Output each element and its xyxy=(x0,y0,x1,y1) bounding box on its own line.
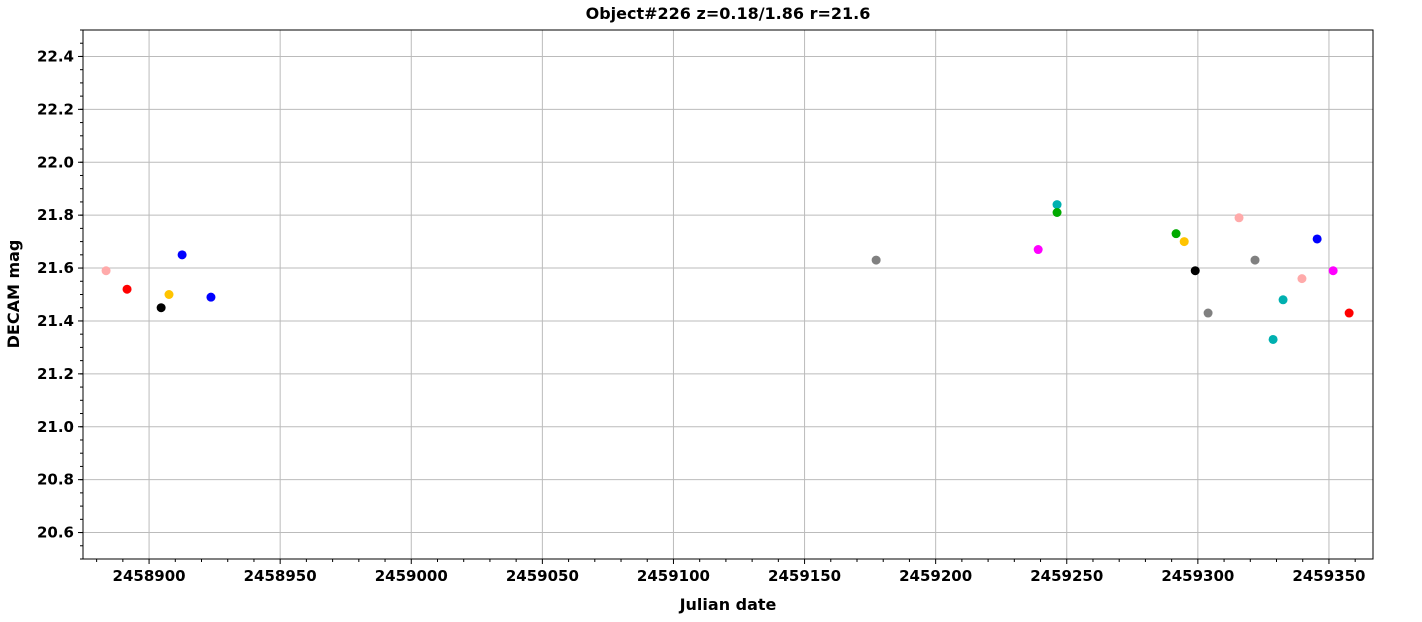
x-tick-label: 2459200 xyxy=(899,567,972,585)
data-point xyxy=(871,255,881,265)
y-tick-label: 21.4 xyxy=(37,312,74,330)
data-point xyxy=(1268,334,1278,344)
data-point xyxy=(101,266,111,276)
data-point xyxy=(1052,200,1062,210)
y-tick-label: 20.6 xyxy=(37,524,74,542)
y-tick-label: 21.6 xyxy=(37,259,74,277)
plot-frame xyxy=(82,29,1374,560)
x-tick-label: 2458950 xyxy=(244,567,317,585)
data-point xyxy=(164,290,174,299)
data-point xyxy=(122,284,132,294)
data-point xyxy=(1203,308,1213,318)
data-point xyxy=(1033,245,1043,255)
data-points xyxy=(101,200,1354,344)
data-point xyxy=(1250,255,1260,265)
x-tick-label: 2459050 xyxy=(506,567,579,585)
data-point xyxy=(1052,208,1062,218)
data-point xyxy=(156,303,166,313)
data-point xyxy=(1190,266,1200,276)
y-tick-label: 21.8 xyxy=(37,206,74,224)
x-axis-label: Julian date xyxy=(679,595,777,614)
x-tick-label: 2459350 xyxy=(1292,567,1365,585)
y-tick-label: 22.0 xyxy=(37,153,74,171)
data-point xyxy=(1234,213,1244,223)
y-tick-label: 21.0 xyxy=(37,418,74,436)
data-point xyxy=(1278,295,1288,305)
x-tick-label: 2459150 xyxy=(768,567,841,585)
x-tick-label: 2459100 xyxy=(637,567,710,585)
y-tick-label: 22.4 xyxy=(37,47,74,65)
data-point xyxy=(206,292,216,302)
axis-ticks: 2458900 2458950 2459000 2459050 2459100 24591… xyxy=(37,29,1365,585)
y-tick-label: 20.8 xyxy=(37,471,74,489)
x-tick-label: 2459300 xyxy=(1161,567,1234,585)
data-point xyxy=(1179,237,1189,247)
data-point xyxy=(1171,229,1181,239)
y-axis-label: DECAM mag xyxy=(4,240,23,349)
chart-title: Object#226 z=0.18/1.86 r=21.6 xyxy=(586,4,871,23)
x-tick-label: 2459250 xyxy=(1030,567,1103,585)
x-tick-label: 2459000 xyxy=(375,567,448,585)
data-point xyxy=(1344,308,1354,318)
x-tick-label: 2458900 xyxy=(113,567,186,585)
y-tick-label: 22.2 xyxy=(37,100,74,118)
data-point xyxy=(1328,266,1338,276)
grid xyxy=(83,30,1373,559)
y-tick-label: 21.2 xyxy=(37,365,74,383)
data-point xyxy=(1297,274,1307,284)
data-point xyxy=(177,250,187,260)
data-point xyxy=(1312,234,1322,244)
